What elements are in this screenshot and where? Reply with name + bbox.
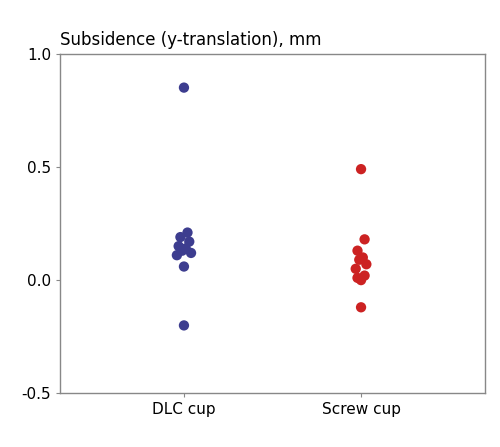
Point bbox=[360, 236, 368, 243]
Point bbox=[174, 243, 182, 250]
Point bbox=[360, 272, 368, 279]
Point bbox=[178, 247, 186, 254]
Point bbox=[359, 254, 367, 261]
Text: Subsidence (y-translation), mm: Subsidence (y-translation), mm bbox=[60, 31, 322, 49]
Point bbox=[357, 304, 365, 311]
Point bbox=[186, 238, 194, 245]
Point bbox=[180, 84, 188, 91]
Point bbox=[176, 233, 184, 240]
Point bbox=[173, 252, 181, 259]
Point bbox=[180, 322, 188, 329]
Point bbox=[356, 256, 364, 263]
Point bbox=[357, 277, 365, 284]
Point bbox=[184, 229, 192, 236]
Point bbox=[354, 274, 362, 282]
Point bbox=[362, 261, 370, 268]
Point bbox=[187, 249, 195, 257]
Point bbox=[182, 245, 190, 252]
Point bbox=[180, 263, 188, 270]
Point bbox=[354, 247, 362, 254]
Point bbox=[352, 265, 360, 272]
Point bbox=[357, 165, 365, 173]
